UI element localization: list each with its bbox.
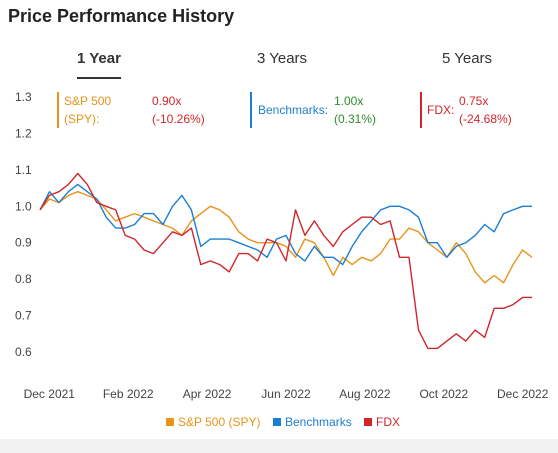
stat-fdx: FDX: 0.75x (-24.68%) [420, 92, 550, 128]
legend-item[interactable]: S&P 500 (SPY) [166, 415, 261, 429]
x-tick-label: Feb 2022 [103, 387, 154, 401]
y-tick-label: 1.0 [15, 199, 32, 213]
series-line-benchmarks [39, 183, 532, 266]
legend-label: Benchmarks [285, 415, 352, 429]
stat-fdx-change: (-24.68%) [459, 112, 512, 126]
stat-spy: S&P 500 (SPY): 0.90x (-10.26%) [57, 92, 207, 128]
legend: S&P 500 (SPY) Benchmarks FDX [166, 415, 400, 429]
legend-label: FDX [376, 415, 400, 429]
stat-spy-value: 0.90x [152, 94, 182, 108]
tab-5-years[interactable]: 5 Years [442, 50, 493, 67]
stat-spy-label-2: (SPY): [64, 112, 100, 126]
legend-swatch [166, 418, 174, 426]
series-lines [39, 172, 533, 350]
stat-benchmarks-label: Benchmarks: [258, 103, 329, 117]
footer-strip [0, 439, 558, 453]
x-tick-label: Apr 2022 [183, 387, 232, 401]
stat-fdx-label: FDX: [427, 103, 455, 117]
period-tabs: 1 Year 3 Years 5 Years [0, 50, 558, 80]
x-tick-label: Aug 2022 [339, 387, 391, 401]
stat-benchmarks-bar [250, 92, 252, 128]
y-tick-label: 1.1 [15, 163, 32, 177]
x-axis: Dec 2021 Feb 2022 Apr 2022 Jun 2022 Aug 2022… [24, 387, 549, 401]
y-tick-label: 1.3 [15, 90, 32, 104]
stat-spy-change: (-10.26%) [152, 112, 205, 126]
legend-label: S&P 500 (SPY) [178, 415, 261, 429]
stat-fdx-bar [420, 92, 422, 128]
stat-spy-label: S&P 500 [64, 94, 112, 108]
x-tick-label: Oct 2022 [419, 387, 468, 401]
legend-item[interactable]: Benchmarks [273, 415, 352, 429]
y-tick-label: 0.9 [15, 236, 32, 250]
legend-item[interactable]: FDX [364, 415, 400, 429]
price-chart: 1.3 1.2 1.1 1.0 0.9 0.8 0.7 0.6 Dec 2021 Feb 202… [15, 90, 549, 429]
stat-benchmarks-change: (0.31%) [334, 112, 377, 126]
series-line-s-p-500-spy- [39, 190, 533, 284]
series-line-fdx [39, 172, 532, 350]
y-tick-label: 0.6 [15, 345, 32, 359]
y-tick-label: 0.7 [15, 309, 32, 323]
x-tick-label: Dec 2022 [497, 387, 549, 401]
stat-fdx-value: 0.75x [459, 94, 489, 108]
stat-benchmarks-value: 1.00x [334, 94, 364, 108]
tab-1-year[interactable]: 1 Year [77, 50, 121, 79]
stat-benchmarks: Benchmarks: 1.00x (0.31%) [250, 92, 400, 128]
page-title: Price Performance History [8, 6, 235, 26]
x-tick-label: Dec 2021 [24, 387, 76, 401]
legend-swatch [273, 418, 281, 426]
y-tick-label: 1.2 [15, 126, 32, 140]
y-axis: 1.3 1.2 1.1 1.0 0.9 0.8 0.7 0.6 [15, 90, 32, 359]
legend-swatch [364, 418, 372, 426]
stat-spy-bar [57, 92, 59, 128]
tab-3-years[interactable]: 3 Years [257, 50, 308, 67]
x-tick-label: Jun 2022 [261, 387, 311, 401]
y-tick-label: 0.8 [15, 272, 32, 286]
